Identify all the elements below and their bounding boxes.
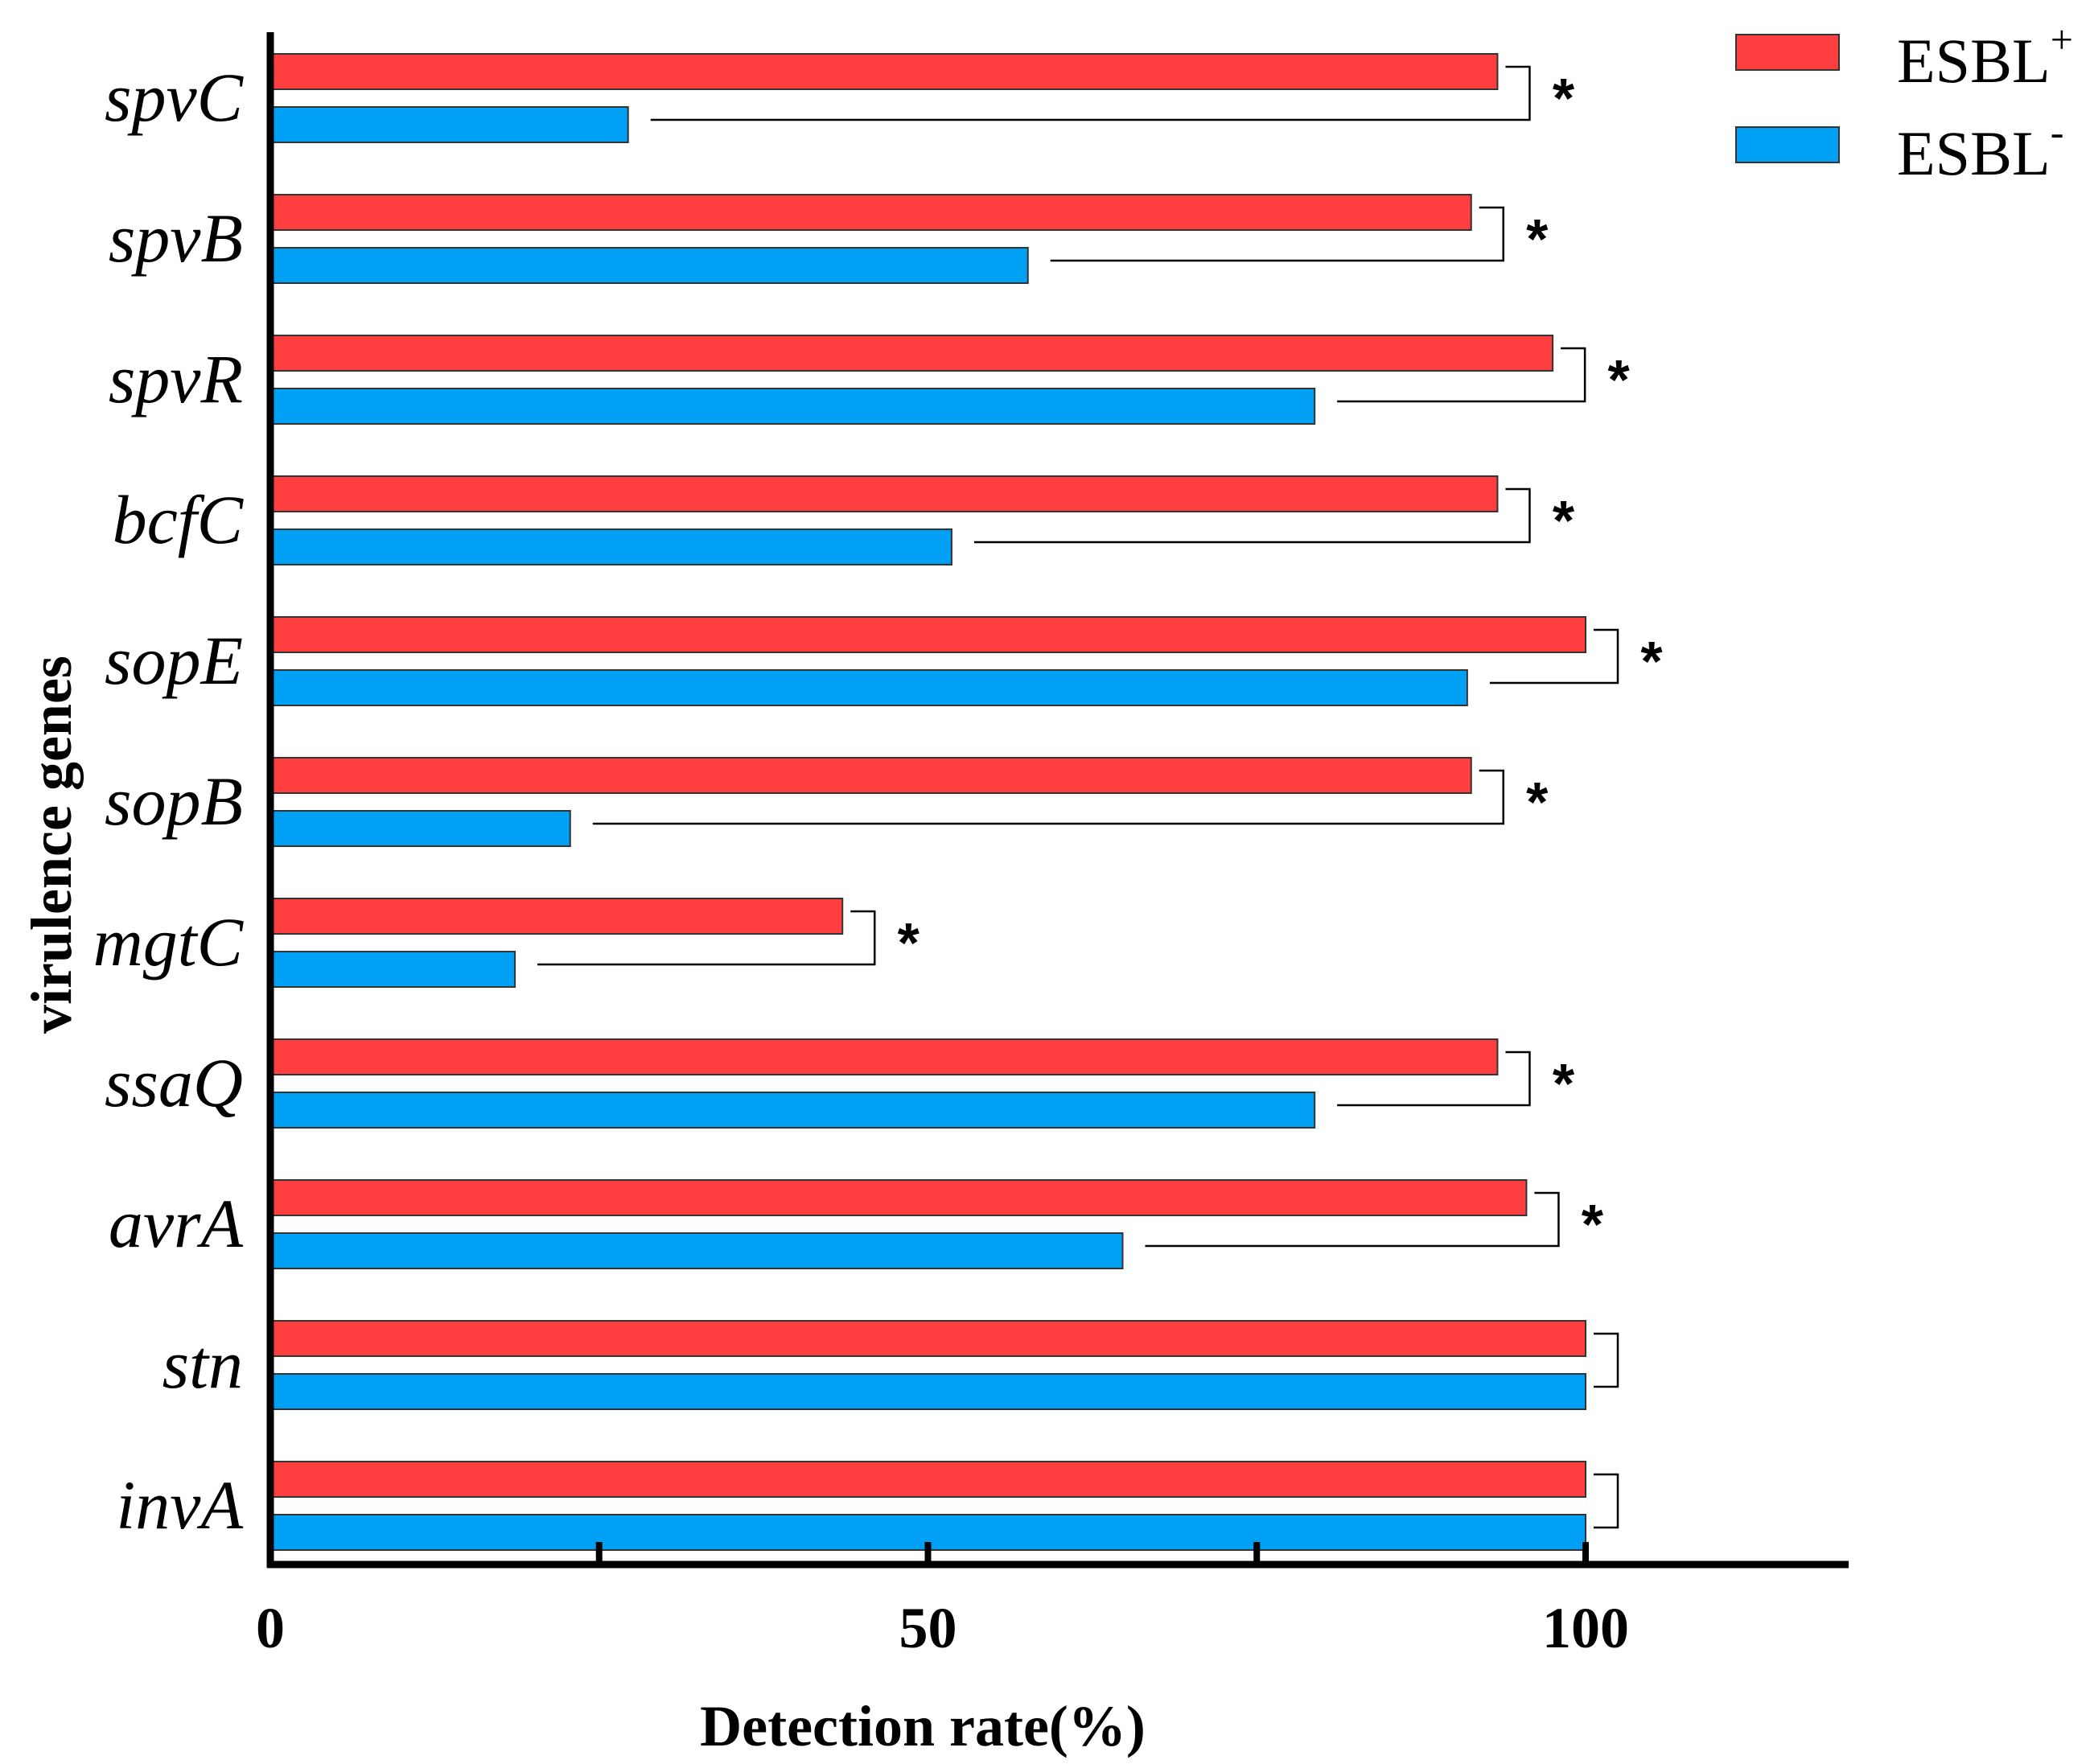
legend-label-base: ESBL: [1897, 118, 2051, 188]
bar-esbl-positive-sopE: [269, 616, 1586, 653]
bar-esbl-positive-avrA: [269, 1179, 1528, 1216]
bar-esbl-positive-mgtC: [269, 898, 844, 935]
x-tick-label: 50: [899, 1596, 957, 1660]
x-axis-title: Detection rate(%): [700, 1694, 1146, 1758]
category-label-ssaQ: ssaQ: [105, 1044, 243, 1121]
bar-esbl-positive-spvC: [269, 53, 1499, 90]
bar-esbl-negative-sopB: [269, 810, 571, 847]
bar-esbl-negative-ssaQ: [269, 1092, 1316, 1129]
category-label-sopE: sopE: [105, 622, 243, 699]
significance-star-spvR: *: [1608, 348, 1631, 411]
bar-esbl-negative-stn: [269, 1373, 1586, 1410]
bar-esbl-negative-mgtC: [269, 951, 516, 988]
legend-swatch-esbl-positive: [1735, 34, 1840, 71]
significance-star-spvC: *: [1553, 67, 1575, 130]
x-tick-label: 100: [1542, 1596, 1629, 1660]
bar-esbl-negative-avrA: [269, 1232, 1124, 1269]
significance-stars: * * * * * * * * *: [898, 67, 1664, 1256]
legend-label-sup: -: [2051, 109, 2064, 154]
category-label-invA: invA: [116, 1466, 243, 1544]
bracket-avrA: [1145, 1191, 1560, 1248]
bracket-ssaQ: [1337, 1051, 1531, 1107]
bar-esbl-positive-ssaQ: [269, 1038, 1499, 1075]
category-label-spvB: spvB: [109, 199, 243, 277]
bar-esbl-negative-bcfC: [269, 528, 952, 565]
bars: [269, 53, 1586, 1551]
significance-star-sopE: *: [1640, 630, 1663, 693]
axes: 0 50 100: [256, 32, 1849, 1660]
bar-esbl-positive-spvR: [269, 335, 1554, 372]
bar-esbl-negative-spvC: [269, 106, 629, 143]
category-label-stn: stn: [163, 1326, 243, 1403]
significance-star-mgtC: *: [898, 911, 920, 974]
legend: ESBL+ ESBL-: [1735, 17, 2073, 188]
bar-esbl-positive-spvB: [269, 194, 1472, 231]
bar-esbl-positive-sopB: [269, 757, 1472, 794]
category-label-mgtC: mgtC: [93, 903, 245, 981]
bar-esbl-positive-bcfC: [269, 475, 1499, 512]
bracket-mgtC: [537, 910, 876, 966]
x-tick-label: 0: [256, 1596, 285, 1660]
category-label-spvR: spvR: [109, 340, 243, 417]
significance-brackets: [537, 65, 1619, 1529]
legend-swatch-esbl-negative: [1735, 126, 1840, 163]
category-label-sopB: sopB: [105, 763, 243, 840]
legend-label-base: ESBL: [1897, 26, 2051, 96]
significance-star-spvB: *: [1526, 208, 1549, 270]
category-labels: spvC spvB spvR bcfC sopE sopB mgtC ssaQ avrA stn i…: [93, 59, 245, 1544]
bracket-spvR: [1337, 347, 1586, 403]
bar-esbl-positive-stn: [269, 1320, 1586, 1357]
bar-esbl-negative-spvR: [269, 388, 1316, 425]
significance-star-ssaQ: *: [1553, 1052, 1575, 1115]
bar-esbl-positive-invA: [269, 1461, 1586, 1498]
bar-esbl-negative-spvB: [269, 247, 1029, 284]
significance-star-bcfC: *: [1553, 489, 1575, 552]
bar-esbl-negative-sopE: [269, 669, 1468, 706]
bracket-invA: [1594, 1473, 1619, 1529]
legend-label-sup: +: [2051, 17, 2073, 62]
category-label-avrA: avrA: [109, 1185, 244, 1262]
significance-star-sopB: *: [1526, 771, 1549, 833]
bracket-sopB: [592, 769, 1505, 825]
significance-star-avrA: *: [1582, 1193, 1604, 1256]
legend-label-esbl-negative: ESBL-: [1897, 109, 2063, 188]
y-axis-title: virulence genes: [19, 656, 84, 1034]
category-label-bcfC: bcfC: [113, 481, 245, 558]
bracket-spvB: [1050, 206, 1505, 262]
bracket-bcfC: [973, 487, 1531, 544]
bracket-stn: [1594, 1332, 1619, 1388]
bracket-sopE: [1489, 628, 1619, 685]
legend-label-esbl-positive: ESBL+: [1897, 17, 2073, 96]
bracket-spvC: [650, 65, 1531, 121]
category-label-spvC: spvC: [105, 59, 245, 136]
